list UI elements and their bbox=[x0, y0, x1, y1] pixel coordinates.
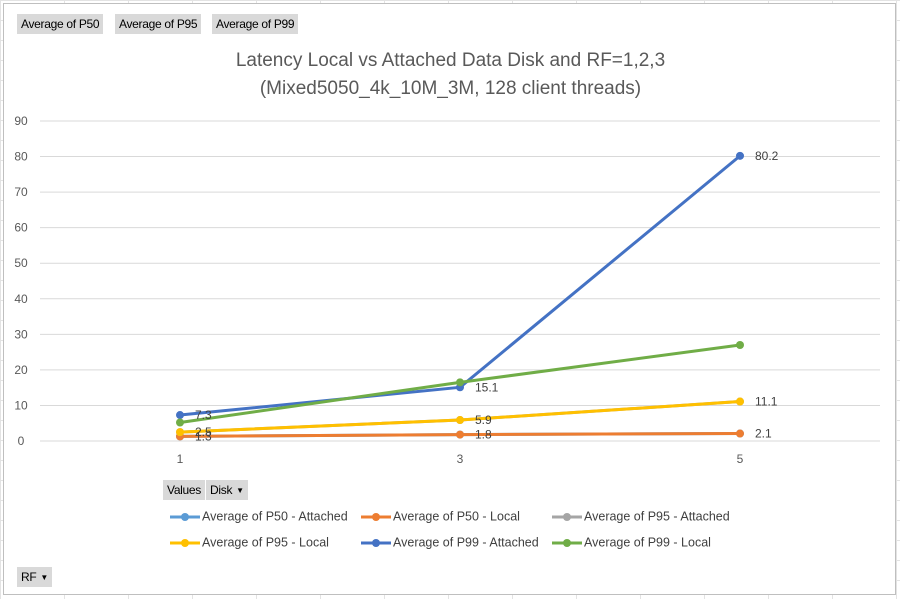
disk-field-button[interactable]: Disk ▼ bbox=[205, 480, 248, 501]
legend-item[interactable]: Average of P95 - Attached bbox=[550, 508, 730, 524]
y-tick-label: 50 bbox=[14, 256, 28, 270]
data-label: 1.8 bbox=[475, 428, 492, 442]
field-button-p95[interactable]: Average of P95 bbox=[115, 14, 202, 34]
legend-item[interactable]: Average of P99 - Local bbox=[550, 534, 711, 550]
legend-label: Average of P99 - Attached bbox=[393, 535, 539, 550]
data-label: 15.1 bbox=[475, 380, 499, 394]
y-tick-label: 70 bbox=[14, 185, 28, 199]
legend-swatch bbox=[361, 538, 391, 547]
legend-swatch bbox=[170, 538, 200, 547]
data-label: 2.5 bbox=[195, 425, 212, 439]
data-point bbox=[176, 418, 184, 427]
data-label: 80.2 bbox=[755, 149, 779, 163]
chart-legend: Average of P50 - Attached Average of P50 … bbox=[4, 4, 897, 564]
values-disk-field-buttons: Values Disk ▼ bbox=[163, 480, 248, 501]
rf-field-label: RF bbox=[21, 570, 37, 584]
legend-item[interactable]: Average of P50 - Local bbox=[359, 508, 520, 524]
data-label: 2.1 bbox=[755, 427, 772, 441]
y-tick-label: 0 bbox=[18, 434, 25, 448]
data-point bbox=[736, 397, 744, 406]
field-button-p99[interactable]: Average of P99 bbox=[212, 14, 299, 34]
plot-area: 0 10 20 30 40 50 60 70 80 90 1 3 5 1.3 1.8 2.1 2.5 5.9 11.… bbox=[14, 114, 880, 466]
legend-swatch bbox=[361, 512, 391, 521]
data-point bbox=[736, 341, 744, 349]
y-tick-label: 40 bbox=[14, 292, 28, 306]
data-point bbox=[176, 428, 184, 437]
dropdown-arrow-icon: ▼ bbox=[236, 485, 244, 495]
y-tick-label: 80 bbox=[14, 150, 28, 164]
y-tick-label: 90 bbox=[14, 114, 28, 128]
legend-label: Average of P99 - Local bbox=[584, 535, 711, 550]
legend-item[interactable]: Average of P95 - Local bbox=[168, 534, 329, 550]
data-point bbox=[736, 429, 744, 438]
data-point bbox=[176, 411, 184, 420]
legend-label: Average of P50 - Local bbox=[393, 509, 520, 524]
disk-field-label: Disk bbox=[210, 483, 233, 497]
data-label: 1.3 bbox=[195, 429, 212, 443]
chart-title: Latency Local vs Attached Data Disk and … bbox=[235, 50, 666, 71]
data-point bbox=[456, 378, 464, 387]
legend-item[interactable]: Average of P50 - Attached bbox=[168, 508, 348, 524]
x-tick-label: 5 bbox=[737, 452, 744, 466]
legend-label: Average of P95 - Local bbox=[202, 535, 329, 550]
y-tick-label: 20 bbox=[14, 363, 28, 377]
legend-swatch bbox=[170, 512, 200, 521]
pivot-chart[interactable]: Average of P50 Average of P95 Average of… bbox=[3, 3, 896, 595]
data-point bbox=[456, 416, 464, 425]
y-tick-label: 60 bbox=[14, 221, 28, 235]
field-button-p50[interactable]: Average of P50 bbox=[17, 14, 104, 34]
data-point bbox=[736, 151, 744, 160]
y-tick-label: 10 bbox=[14, 398, 28, 412]
dropdown-arrow-icon: ▼ bbox=[40, 572, 49, 582]
rf-field-button[interactable]: RF ▼ bbox=[17, 567, 53, 587]
x-tick-label: 3 bbox=[457, 452, 464, 466]
data-label: 5.9 bbox=[475, 413, 492, 427]
legend-swatch bbox=[552, 538, 582, 547]
legend-item[interactable]: Average of P99 - Attached bbox=[359, 534, 539, 550]
x-tick-label: 1 bbox=[177, 452, 184, 466]
data-label: 7.3 bbox=[195, 408, 212, 422]
values-field-button[interactable]: Values bbox=[167, 483, 202, 497]
data-label: 11.1 bbox=[755, 395, 778, 409]
legend-label: Average of P50 - Attached bbox=[202, 509, 348, 524]
legend-label: Average of P95 - Attached bbox=[584, 509, 730, 524]
data-point bbox=[456, 430, 464, 439]
legend-swatch bbox=[552, 512, 582, 521]
chart-subtitle: (Mixed5050_4k_10M_3M, 128 client threads… bbox=[259, 78, 642, 99]
y-tick-label: 30 bbox=[14, 327, 28, 341]
